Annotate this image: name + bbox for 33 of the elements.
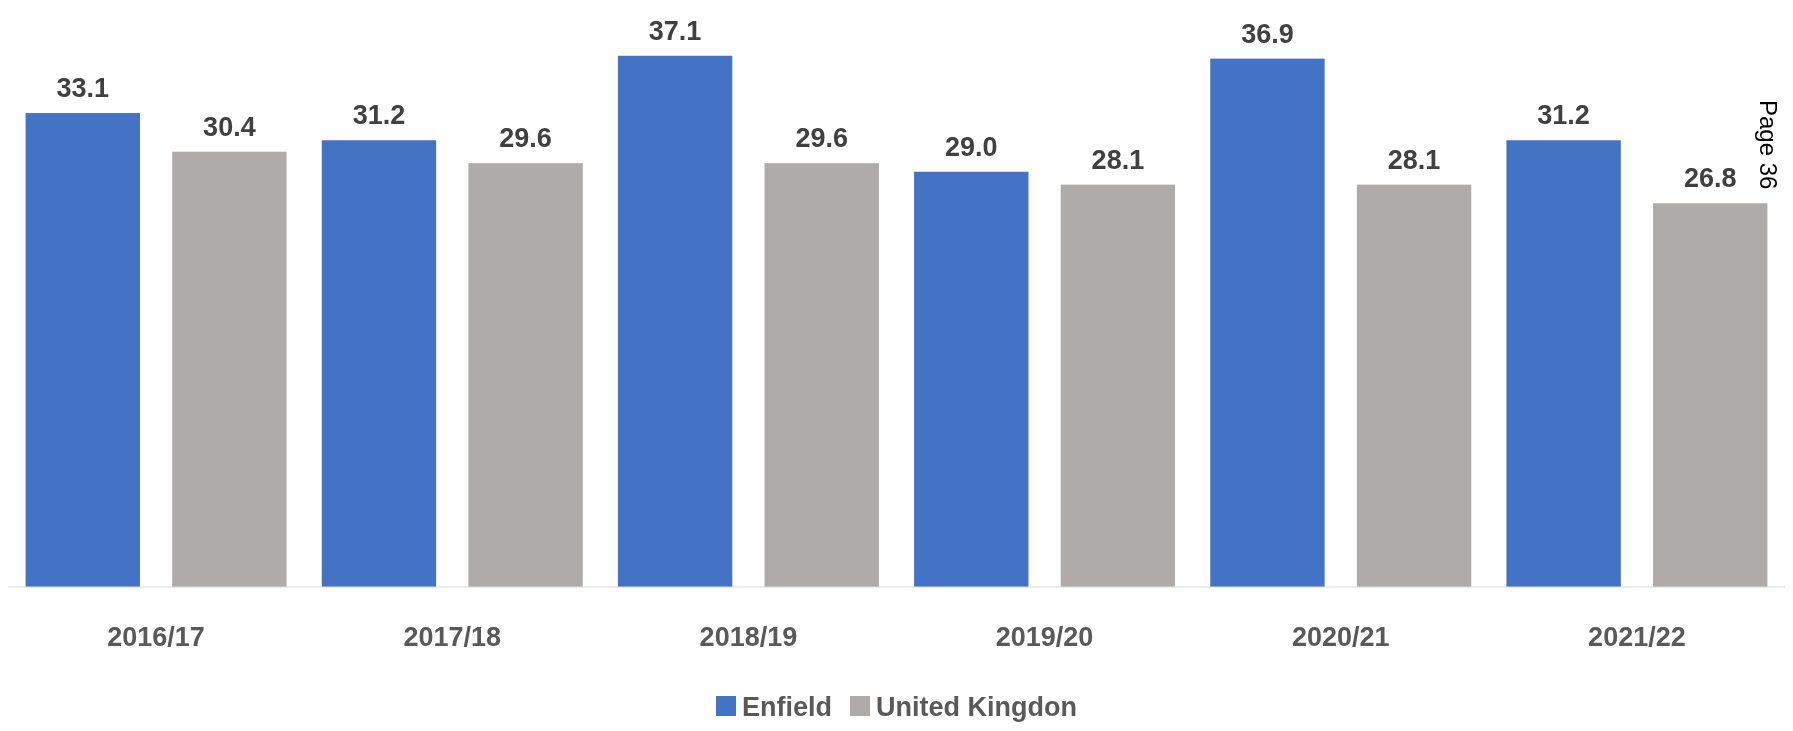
x-tick-label: 2017/18 bbox=[403, 622, 502, 652]
data-label: 28.1 bbox=[1387, 144, 1441, 175]
x-tick-label: 2018/19 bbox=[699, 622, 798, 652]
bar bbox=[1653, 203, 1768, 587]
data-label: 29.6 bbox=[795, 123, 849, 154]
bar bbox=[1060, 184, 1176, 587]
x-tick-label: 2020/21 bbox=[1291, 622, 1390, 652]
data-label: 29.0 bbox=[944, 131, 998, 162]
x-tick-label: 2019/20 bbox=[995, 622, 1094, 652]
data-label: 33.1 bbox=[56, 73, 110, 104]
data-label: 26.8 bbox=[1683, 163, 1737, 194]
data-label: 37.1 bbox=[648, 15, 702, 46]
data-label: 29.6 bbox=[499, 123, 552, 154]
data-label: 30.4 bbox=[203, 111, 256, 142]
x-tick-label: 2021/22 bbox=[1588, 622, 1686, 652]
bar bbox=[321, 140, 437, 587]
bar bbox=[1506, 140, 1621, 587]
bar bbox=[172, 151, 287, 587]
bar bbox=[468, 163, 583, 587]
bar bbox=[914, 171, 1029, 587]
x-tick-label: 2016/17 bbox=[107, 622, 205, 652]
bar bbox=[764, 163, 879, 587]
data-label: 31.2 bbox=[1537, 100, 1590, 131]
annotation: Page 36 bbox=[1755, 100, 1782, 190]
legend-label: United Kingdon bbox=[876, 692, 1077, 722]
bar bbox=[617, 55, 733, 587]
data-label: 31.2 bbox=[352, 100, 406, 131]
bar bbox=[25, 113, 140, 587]
bar bbox=[1210, 58, 1325, 587]
data-label: 28.1 bbox=[1091, 144, 1145, 175]
data-label: 36.9 bbox=[1241, 18, 1294, 49]
legend-label: Enfield bbox=[742, 692, 833, 722]
bar bbox=[1356, 184, 1472, 587]
